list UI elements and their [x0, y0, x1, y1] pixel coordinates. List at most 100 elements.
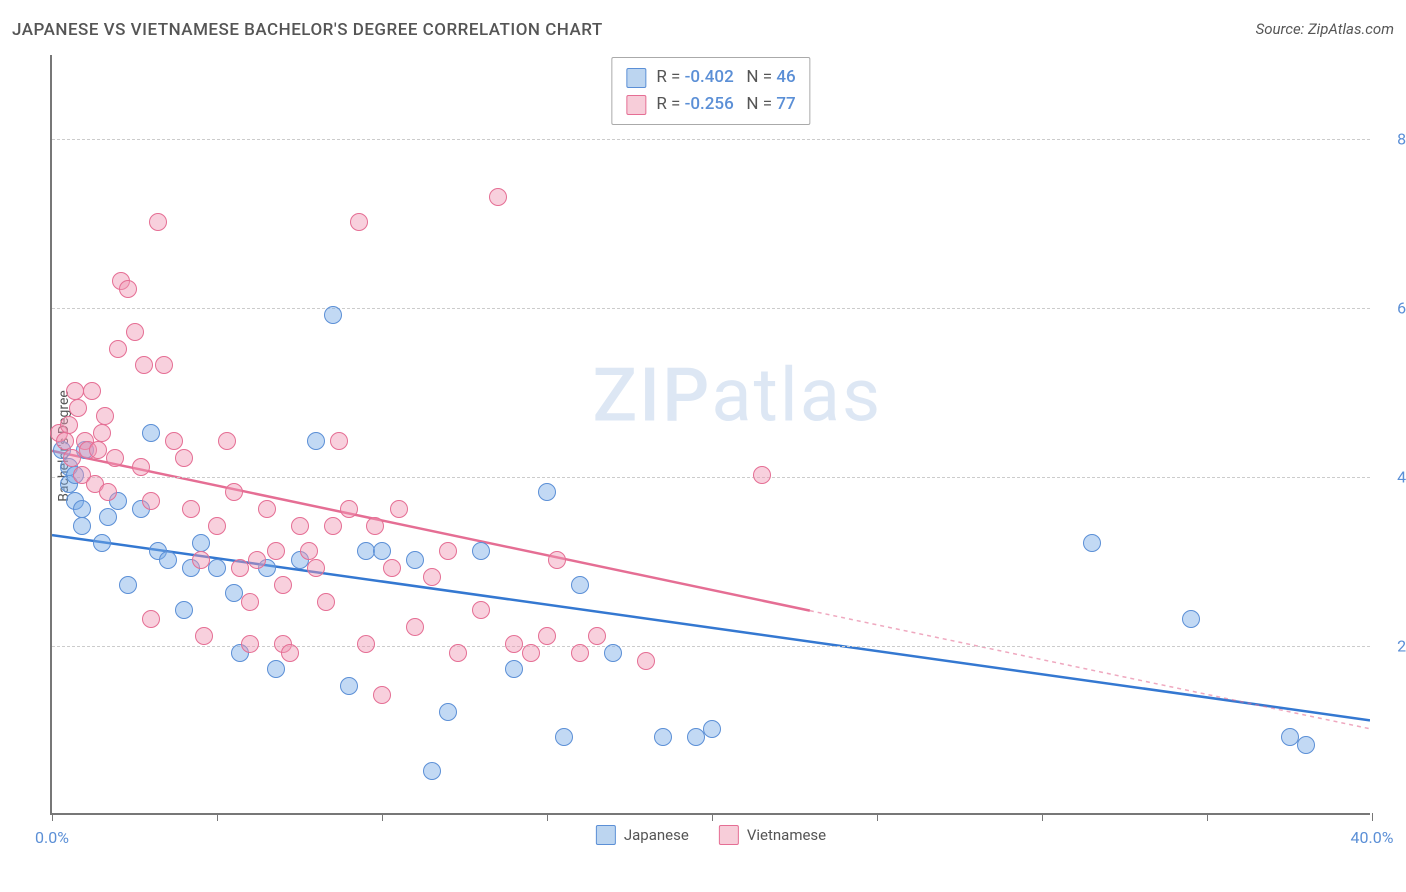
data-point	[423, 568, 441, 586]
data-point	[300, 542, 318, 560]
legend-swatch	[719, 825, 739, 845]
series-swatch	[626, 68, 646, 88]
data-point	[99, 483, 117, 501]
data-point	[538, 483, 556, 501]
data-point	[505, 635, 523, 653]
data-point	[522, 644, 540, 662]
data-point	[571, 644, 589, 662]
x-tick	[217, 813, 218, 821]
legend-item: Vietnamese	[719, 825, 826, 845]
data-point	[703, 720, 721, 738]
data-point	[588, 627, 606, 645]
x-tick	[877, 813, 878, 821]
data-point	[423, 762, 441, 780]
stats-row: R = -0.256 N = 77	[626, 91, 795, 118]
regression-lines	[52, 55, 1370, 813]
data-point	[175, 449, 193, 467]
data-point	[60, 416, 78, 434]
watermark-atlas: atlas	[711, 353, 882, 440]
data-point	[753, 466, 771, 484]
y-tick-label: 60.0%	[1380, 299, 1406, 318]
data-point	[149, 213, 167, 231]
data-point	[654, 728, 672, 746]
data-point	[449, 644, 467, 662]
chart-container: JAPANESE VS VIETNAMESE BACHELOR'S DEGREE…	[0, 0, 1406, 892]
data-point	[93, 424, 111, 442]
data-point	[142, 610, 160, 628]
data-point	[281, 644, 299, 662]
data-point	[132, 458, 150, 476]
data-point	[142, 492, 160, 510]
data-point	[505, 660, 523, 678]
regression-line-extrapolated	[810, 611, 1370, 729]
data-point	[119, 576, 137, 594]
data-point	[267, 660, 285, 678]
data-point	[604, 644, 622, 662]
data-point	[687, 728, 705, 746]
data-point	[267, 542, 285, 560]
data-point	[225, 483, 243, 501]
x-tick	[712, 813, 713, 821]
data-point	[548, 551, 566, 569]
data-point	[366, 517, 384, 535]
stats-box: R = -0.402 N = 46R = -0.256 N = 77	[611, 57, 810, 125]
legend-label: Vietnamese	[747, 826, 826, 844]
legend-label: Japanese	[624, 826, 689, 844]
data-point	[317, 593, 335, 611]
data-point	[439, 542, 457, 560]
data-point	[192, 551, 210, 569]
data-point	[439, 703, 457, 721]
data-point	[192, 534, 210, 552]
data-point	[66, 382, 84, 400]
data-point	[109, 340, 127, 358]
data-point	[406, 618, 424, 636]
source-credit: Source: ZipAtlas.com	[1256, 20, 1394, 38]
data-point	[489, 188, 507, 206]
data-point	[373, 542, 391, 560]
data-point	[274, 576, 292, 594]
data-point	[135, 356, 153, 374]
data-point	[106, 449, 124, 467]
data-point	[73, 517, 91, 535]
data-point	[357, 542, 375, 560]
data-point	[248, 551, 266, 569]
data-point	[1182, 610, 1200, 628]
x-tick	[1207, 813, 1208, 821]
data-point	[324, 517, 342, 535]
data-point	[330, 432, 348, 450]
y-tick-label: 80.0%	[1380, 130, 1406, 149]
data-point	[83, 382, 101, 400]
data-point	[307, 559, 325, 577]
x-tick	[1372, 813, 1373, 821]
data-point	[258, 500, 276, 518]
data-point	[1083, 534, 1101, 552]
stats-row: R = -0.402 N = 46	[626, 64, 795, 91]
x-tick-label: 0.0%	[35, 828, 69, 847]
data-point	[69, 399, 87, 417]
data-point	[1297, 736, 1315, 754]
y-tick-label: 40.0%	[1380, 468, 1406, 487]
x-tick-label: 40.0%	[1351, 828, 1394, 847]
chart-header: JAPANESE VS VIETNAMESE BACHELOR'S DEGREE…	[12, 20, 1394, 48]
data-point	[1281, 728, 1299, 746]
data-point	[165, 432, 183, 450]
data-point	[350, 213, 368, 231]
data-point	[99, 508, 117, 526]
legend-swatch	[596, 825, 616, 845]
grid-line	[52, 477, 1370, 478]
data-point	[406, 551, 424, 569]
data-point	[126, 323, 144, 341]
y-tick-label: 20.0%	[1380, 637, 1406, 656]
data-point	[357, 635, 375, 653]
legend-item: Japanese	[596, 825, 689, 845]
series-swatch	[626, 95, 646, 115]
data-point	[340, 677, 358, 695]
data-point	[555, 728, 573, 746]
data-point	[208, 517, 226, 535]
data-point	[241, 635, 259, 653]
data-point	[142, 424, 160, 442]
data-point	[119, 280, 137, 298]
data-point	[218, 432, 236, 450]
x-tick	[52, 813, 53, 821]
data-point	[56, 432, 74, 450]
